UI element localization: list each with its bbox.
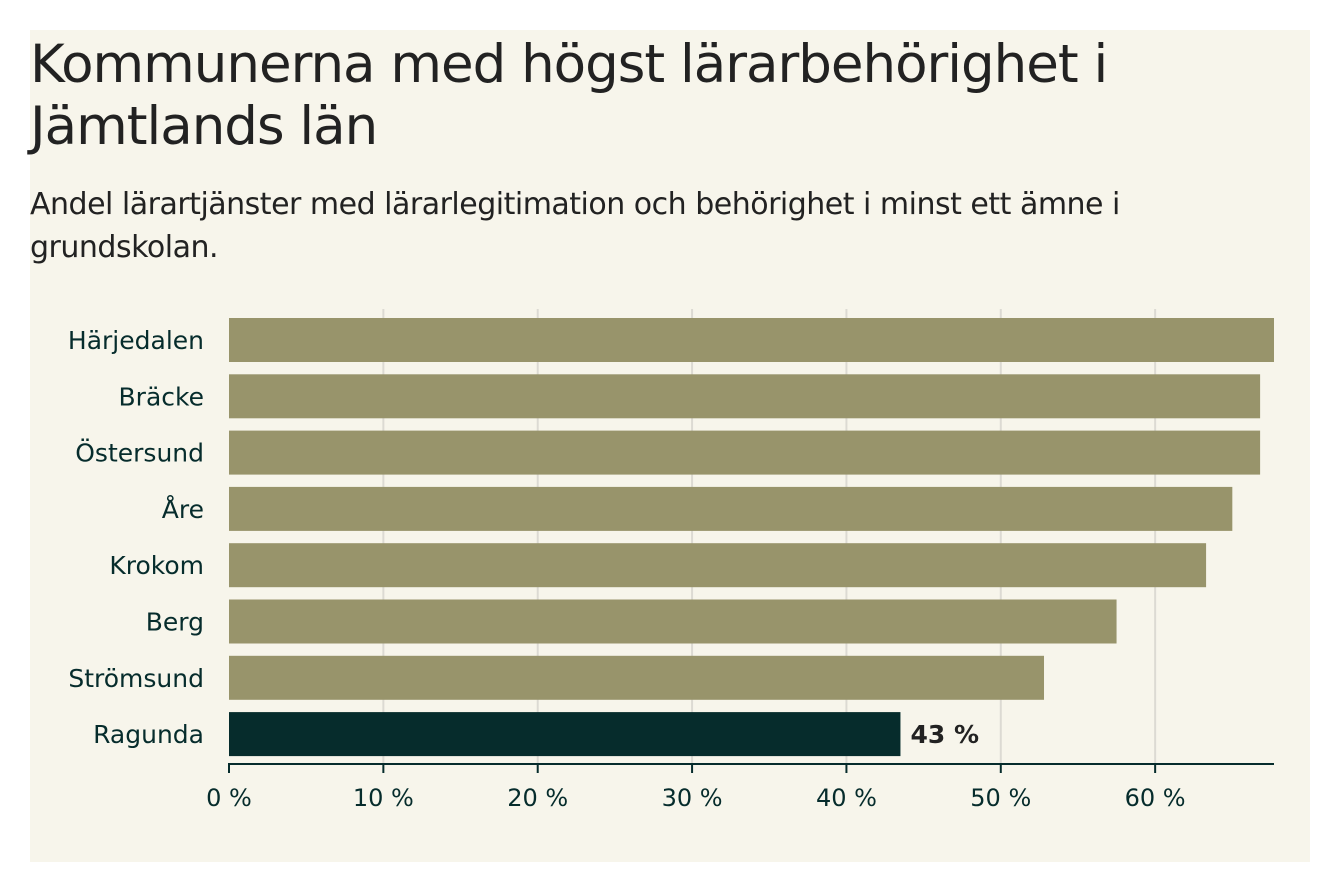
x-tick-label: 30 %	[662, 784, 723, 812]
bar-strömsund	[229, 655, 1045, 700]
x-tick-label: 60 %	[1125, 784, 1186, 812]
chart-subtitle: Andel lärartjänster med lärarlegitimatio…	[30, 187, 1120, 265]
x-tick-label: 40 %	[816, 784, 877, 812]
bar-layer	[229, 318, 1274, 757]
category-label: Berg	[146, 608, 204, 637]
bar-härjedalen	[229, 318, 1274, 362]
bar-ragunda	[229, 712, 901, 757]
x-tick-label: 50 %	[970, 784, 1031, 812]
category-label: Åre	[162, 495, 204, 524]
bar-berg	[229, 599, 1117, 644]
x-tick-label: 10 %	[353, 784, 414, 812]
category-label: Krokom	[109, 551, 204, 580]
bar-krokom	[229, 543, 1207, 588]
chart-title: Kommunerna med högst lärarbehörighet i J…	[30, 34, 1108, 157]
bar-östersund	[229, 430, 1261, 475]
bar-bräcke	[229, 374, 1261, 419]
bar-åre	[229, 486, 1233, 531]
category-label: Ragunda	[93, 720, 204, 749]
data-label: 43 %	[910, 720, 979, 749]
x-axis: 0 % 10 % 20 % 30 % 40 % 50 % 60 %	[206, 763, 1274, 812]
category-label: Härjedalen	[68, 326, 204, 355]
x-tick-label: 0 %	[206, 784, 252, 812]
x-tick-label: 20 %	[507, 784, 568, 812]
category-label: Östersund	[75, 439, 204, 468]
category-label: Bräcke	[119, 382, 204, 411]
category-label-layer: Härjedalen Bräcke Östersund Åre Krokom Berg St…	[68, 326, 979, 749]
category-label: Strömsund	[68, 664, 204, 693]
